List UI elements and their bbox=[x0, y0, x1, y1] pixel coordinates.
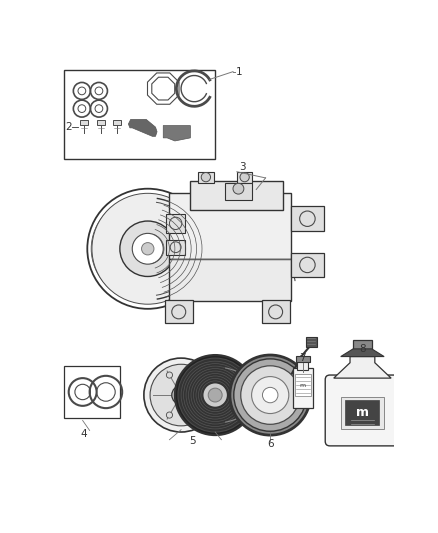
Text: m: m bbox=[356, 406, 369, 419]
Circle shape bbox=[201, 392, 208, 398]
Polygon shape bbox=[163, 126, 191, 141]
Bar bbox=[341, 397, 384, 429]
Polygon shape bbox=[341, 349, 384, 357]
Circle shape bbox=[230, 355, 311, 435]
Circle shape bbox=[172, 386, 191, 405]
Bar bbox=[165, 300, 193, 322]
Polygon shape bbox=[334, 357, 391, 378]
Circle shape bbox=[262, 387, 278, 403]
Bar bbox=[237, 172, 252, 182]
Bar bbox=[353, 340, 372, 350]
Bar bbox=[170, 193, 291, 259]
Circle shape bbox=[208, 388, 222, 402]
Circle shape bbox=[92, 193, 204, 304]
Text: 4: 4 bbox=[80, 429, 87, 439]
Text: 6: 6 bbox=[267, 439, 273, 449]
Bar bbox=[291, 253, 324, 277]
Circle shape bbox=[241, 366, 300, 424]
Polygon shape bbox=[128, 119, 157, 136]
Circle shape bbox=[120, 221, 176, 277]
Circle shape bbox=[233, 183, 244, 194]
Text: 3: 3 bbox=[239, 162, 246, 172]
Text: 5: 5 bbox=[189, 436, 196, 446]
FancyBboxPatch shape bbox=[325, 375, 399, 446]
Bar bbox=[297, 360, 308, 370]
Bar bbox=[291, 206, 324, 231]
Bar bbox=[64, 366, 120, 418]
Circle shape bbox=[178, 358, 252, 432]
Bar bbox=[198, 172, 214, 182]
Circle shape bbox=[141, 243, 154, 255]
Text: 2: 2 bbox=[66, 122, 72, 132]
Bar bbox=[261, 300, 290, 322]
Bar bbox=[166, 214, 185, 233]
Circle shape bbox=[175, 355, 255, 435]
Circle shape bbox=[234, 359, 307, 431]
Circle shape bbox=[251, 377, 289, 414]
Bar bbox=[64, 70, 215, 159]
Bar bbox=[191, 181, 283, 210]
Bar bbox=[80, 120, 88, 125]
Text: m: m bbox=[300, 383, 306, 387]
Text: 8: 8 bbox=[359, 344, 366, 354]
Bar bbox=[97, 120, 105, 125]
Circle shape bbox=[240, 173, 249, 182]
Circle shape bbox=[166, 372, 173, 378]
Circle shape bbox=[166, 412, 173, 418]
Bar bbox=[166, 239, 185, 255]
Circle shape bbox=[203, 383, 228, 407]
Bar bbox=[170, 259, 291, 301]
Bar bbox=[306, 336, 317, 348]
Text: 1: 1 bbox=[235, 67, 242, 77]
Circle shape bbox=[201, 173, 211, 182]
Circle shape bbox=[144, 358, 218, 432]
Bar bbox=[295, 374, 311, 396]
Bar bbox=[113, 120, 120, 125]
Circle shape bbox=[132, 233, 163, 264]
Bar bbox=[293, 368, 313, 408]
Text: 7: 7 bbox=[300, 353, 306, 363]
Bar bbox=[296, 356, 310, 362]
Circle shape bbox=[177, 391, 185, 399]
Bar bbox=[346, 400, 379, 425]
Bar bbox=[225, 183, 252, 200]
Circle shape bbox=[150, 364, 212, 426]
